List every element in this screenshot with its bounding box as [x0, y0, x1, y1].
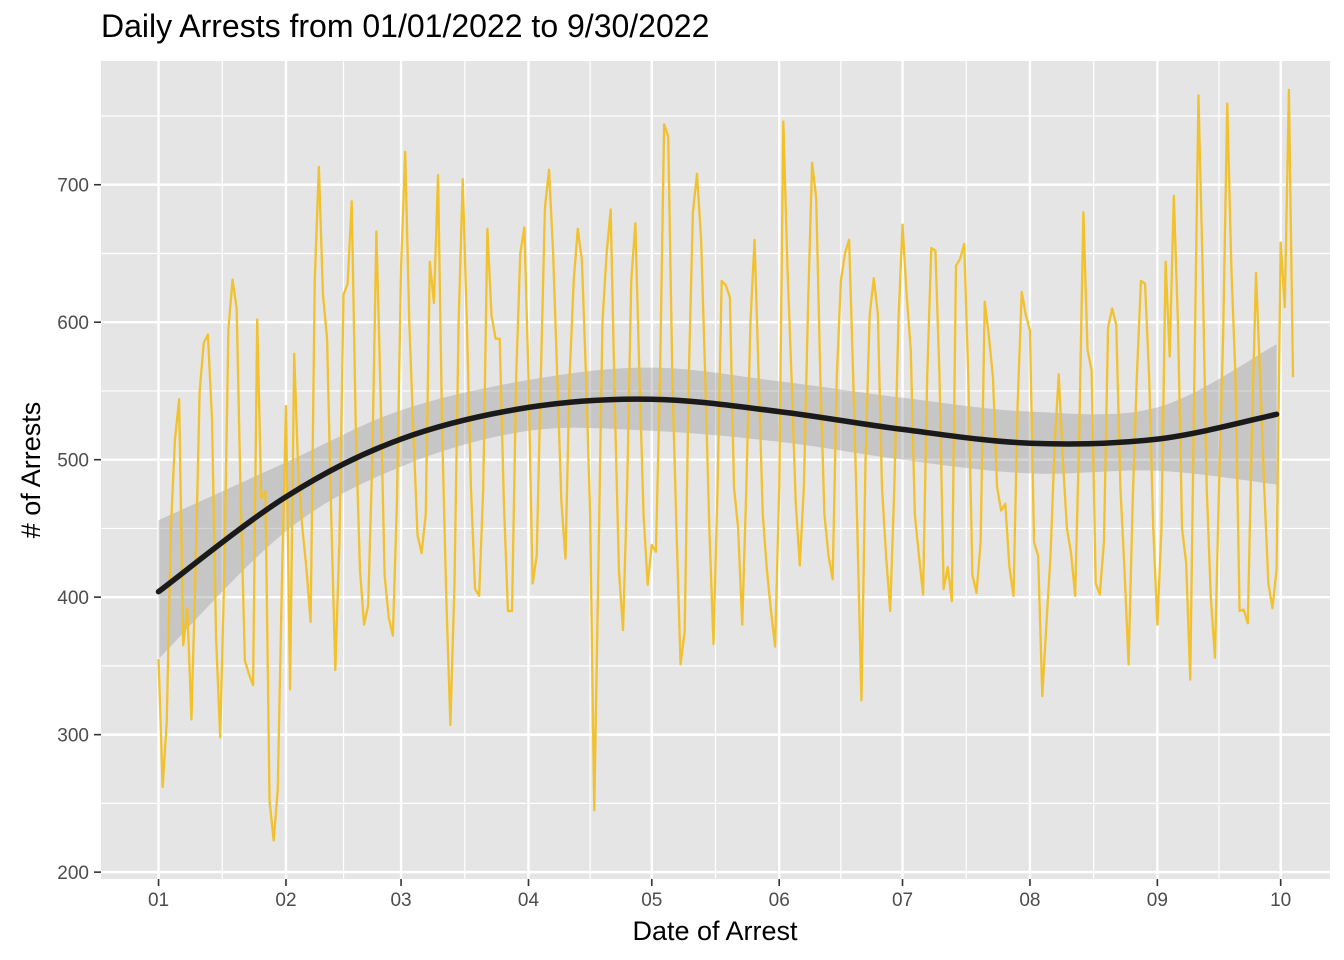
daily-arrests-line: [157, 88, 1295, 842]
y-axis-title: # of Arrests: [16, 402, 46, 539]
chart-title: Daily Arrests from 01/01/2022 to 9/30/20…: [101, 8, 710, 44]
y-tick-label: 600: [57, 313, 89, 334]
confidence-band-layer: [158, 344, 1277, 659]
x-axis-title: Date of Arrest: [632, 916, 798, 946]
x-tick-label: 01: [148, 890, 169, 911]
smooth-trend-line: [155, 396, 1280, 595]
x-tick-label: 02: [275, 890, 296, 911]
y-tick-label: 500: [57, 451, 89, 472]
y-tick-label: 700: [57, 176, 89, 197]
x-tick-label: 06: [769, 890, 790, 911]
y-axis: 200 300 400 500 600 700: [57, 176, 101, 884]
x-tick-label: 10: [1270, 890, 1291, 911]
x-tick-label: 08: [1019, 890, 1040, 911]
y-tick-label: 200: [57, 863, 89, 884]
series-line-layer: [157, 88, 1295, 842]
smooth-line-layer: [155, 396, 1280, 595]
x-tick-label: 09: [1147, 890, 1168, 911]
x-tick-label: 07: [892, 890, 913, 911]
x-tick-label: 03: [390, 890, 411, 911]
y-tick-label: 300: [57, 726, 89, 747]
y-tick-label: 400: [57, 588, 89, 609]
x-tick-label: 05: [641, 890, 662, 911]
x-tick-label: 04: [518, 890, 540, 911]
x-axis: 01 02 03 04 05 06 07 08 09 10: [148, 879, 1291, 911]
confidence-band: [158, 344, 1277, 659]
